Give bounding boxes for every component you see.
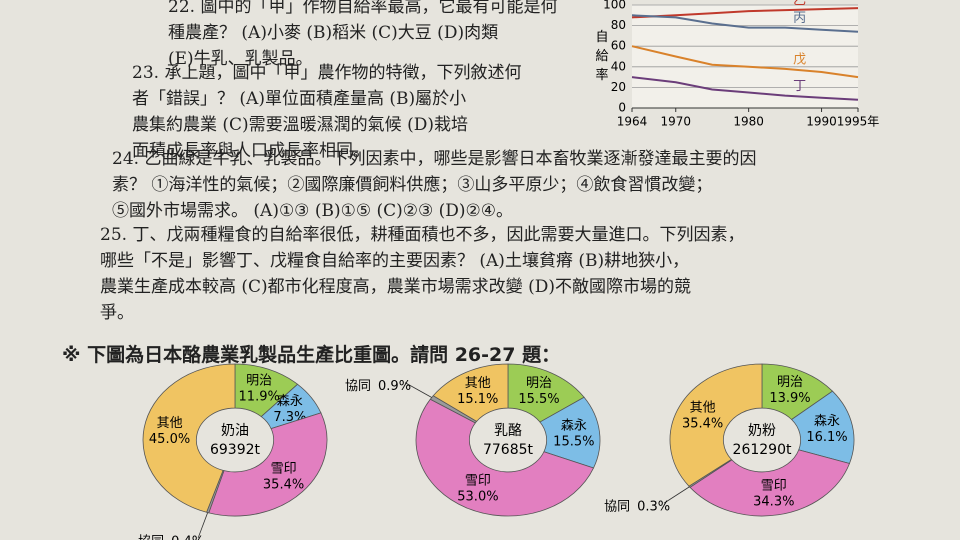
y-tick-label: 40 xyxy=(611,59,626,73)
leader-line xyxy=(197,512,209,539)
y-tick-label: 20 xyxy=(611,80,626,94)
question-line: 素？ ①海洋性的氣候；②國際廉價飼料供應；③山多平原少；④飲食習慣改變； xyxy=(112,175,713,195)
slice-label: 雪印 xyxy=(271,462,297,477)
question-line: 農集約農業 (C)需要溫暖濕潤的氣候 (D)栽培 xyxy=(132,115,468,135)
slice-label: 其他 xyxy=(465,376,491,391)
series-label: 丙 xyxy=(793,11,806,26)
question-line: 24. 乙曲線是牛乳、乳製品。下列因素中，哪些是影響日本畜牧業逐漸發達最主要的因 xyxy=(112,149,757,169)
question-line: 哪些「不是」影響丁、戊糧食自給率的主要因素？ (A)土壤貧瘠 (B)耕地狹小， xyxy=(100,251,690,271)
slice-label: 明治 xyxy=(777,375,803,390)
question-line: 25. 丁、戊兩種糧食的自給率很低，耕種面積也不多，因此需要大量進口。下列因素， xyxy=(100,225,745,245)
leader-line xyxy=(663,486,690,504)
pie-slice xyxy=(689,449,851,517)
series-line xyxy=(631,76,859,101)
pie-slice xyxy=(415,398,595,517)
pie-slice xyxy=(669,363,763,487)
series-label: 丁 xyxy=(793,79,806,94)
slice-value-label: 0.9% xyxy=(378,379,411,394)
question: 25. 丁、戊兩種糧食的自給率很低，耕種面積也不多，因此需要大量進口。下列因素，… xyxy=(100,222,744,326)
slice-label: 其他 xyxy=(157,416,183,431)
x-tick-label: 1990 xyxy=(806,115,837,129)
slice-label: 協同 xyxy=(604,500,630,515)
slice-label: 協同 xyxy=(345,379,371,394)
slice-label: 森永 xyxy=(814,414,840,429)
question-line: 面積成長率與人口成長率相同。 xyxy=(132,141,370,161)
pie-slice xyxy=(432,363,509,422)
question-line: 22. 圖中的「甲」作物自給率最高，它最有可能是何 xyxy=(168,0,558,17)
slice-label: 雪印 xyxy=(761,478,787,493)
slice-label: 明治 xyxy=(526,376,552,391)
slice-label: 其他 xyxy=(690,400,716,415)
slice-value-label: 15.1% xyxy=(457,392,498,407)
slice-value-label: 0.4% xyxy=(171,534,204,540)
slice-label: 森永 xyxy=(561,418,587,433)
figure-caption: ※ 下圖為日本酪農業乳製品生產比重圖。請問 26-27 題： xyxy=(62,344,561,366)
question-line: 農業生產成本較高 (C)都市化程度高，農業市場需求改變 (D)不敵國際市場的競 xyxy=(100,277,691,297)
pie-title: 奶粉 xyxy=(748,423,776,439)
series-label: 戊 xyxy=(793,52,806,67)
slice-label: 協同 xyxy=(138,534,164,540)
series-line xyxy=(631,14,859,33)
slice-label: 明治 xyxy=(246,374,272,389)
y-tick-label: 60 xyxy=(611,39,626,53)
slice-value-label: 53.0% xyxy=(457,489,498,504)
question-line: 種農產？ (A)小麥 (B)稻米 (C)大豆 (D)肉類 xyxy=(168,23,499,43)
x-tick-label: 1980 xyxy=(733,115,764,129)
y-tick-label: 0 xyxy=(618,101,626,115)
plot-background xyxy=(632,5,858,108)
slice-value-label: 16.1% xyxy=(806,430,847,445)
y-axis-label: 自給率 xyxy=(593,30,609,87)
question-line: ⑤國外市場需求。 (A)①③ (B)①⑤ (C)②③ (D)②④。 xyxy=(112,201,514,221)
pie-subtitle: 77685t xyxy=(483,442,534,458)
question: 22. 圖中的「甲」作物自給率最高，它最有可能是何 種農產？ (A)小麥 (B)稻… xyxy=(168,0,557,72)
slice-label: 雪印 xyxy=(465,473,491,488)
slice-value-label: 13.9% xyxy=(769,391,810,406)
leader-line xyxy=(404,382,432,398)
series-line xyxy=(631,45,859,79)
x-tick-label: 1964 xyxy=(617,115,648,129)
y-tick-label: 80 xyxy=(611,18,626,32)
x-tick-label: 1970 xyxy=(660,115,691,129)
question-line: 爭。 xyxy=(100,303,134,323)
x-tick-label: 1995年 xyxy=(837,115,880,129)
question-line: 者「錯誤」？ (A)單位面積產量高 (B)屬於小 xyxy=(132,89,467,109)
pie-title: 乳酪 xyxy=(494,423,522,439)
series-line xyxy=(631,7,859,19)
series-label: 乙 xyxy=(793,0,806,9)
y-tick-label: 100 xyxy=(603,0,626,12)
question-line: (E)牛乳、乳製品。 xyxy=(168,49,313,69)
question-line: 23. 承上題，圖中「甲」農作物的特徵，下列敘述何 xyxy=(132,63,522,83)
pie-subtitle: 69392t xyxy=(210,442,261,458)
slice-value-label: 45.0% xyxy=(149,432,190,447)
pie-slice xyxy=(208,412,328,517)
question: 24. 乙曲線是牛乳、乳製品。下列因素中，哪些是影響日本畜牧業逐漸發達最主要的因… xyxy=(112,146,756,224)
pie-subtitle: 261290t xyxy=(733,442,792,458)
pie-slice xyxy=(142,363,236,513)
question: 23. 承上題，圖中「甲」農作物的特徵，下列敘述何 者「錯誤」？ (A)單位面積產… xyxy=(132,60,521,164)
slice-value-label: 0.3% xyxy=(637,500,670,515)
slice-value-label: 34.3% xyxy=(753,494,794,509)
slice-value-label: 15.5% xyxy=(518,392,559,407)
slice-value-label: 35.4% xyxy=(682,416,723,431)
slice-value-label: 35.4% xyxy=(263,478,304,493)
slice-value-label: 15.5% xyxy=(553,434,594,449)
slice-value-label: 11.9% xyxy=(239,390,280,405)
pie-title: 奶油 xyxy=(221,423,249,439)
slice-label: 森永 xyxy=(277,394,303,409)
